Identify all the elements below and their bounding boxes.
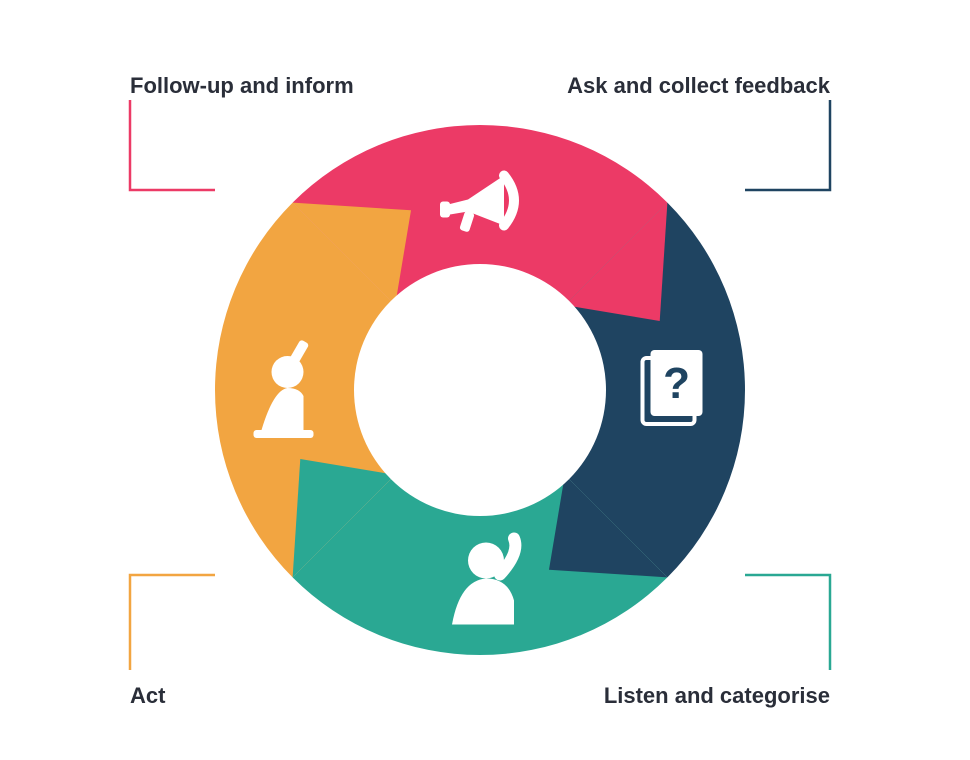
leader-ask — [745, 100, 830, 190]
label-act: Act — [130, 683, 165, 709]
label-follow: Follow-up and inform — [130, 73, 354, 99]
leader-act — [130, 575, 215, 670]
hub — [354, 264, 606, 516]
cycle-diagram: ? Follow-up and inform Ask and collect f… — [0, 0, 970, 760]
leader-follow — [130, 100, 215, 190]
leader-listen — [745, 575, 830, 670]
label-ask: Ask and collect feedback — [567, 73, 830, 99]
svg-text:?: ? — [663, 359, 690, 408]
question-doc-icon: ? — [643, 350, 703, 424]
label-listen: Listen and categorise — [604, 683, 830, 709]
diagram-svg: ? — [0, 0, 970, 760]
